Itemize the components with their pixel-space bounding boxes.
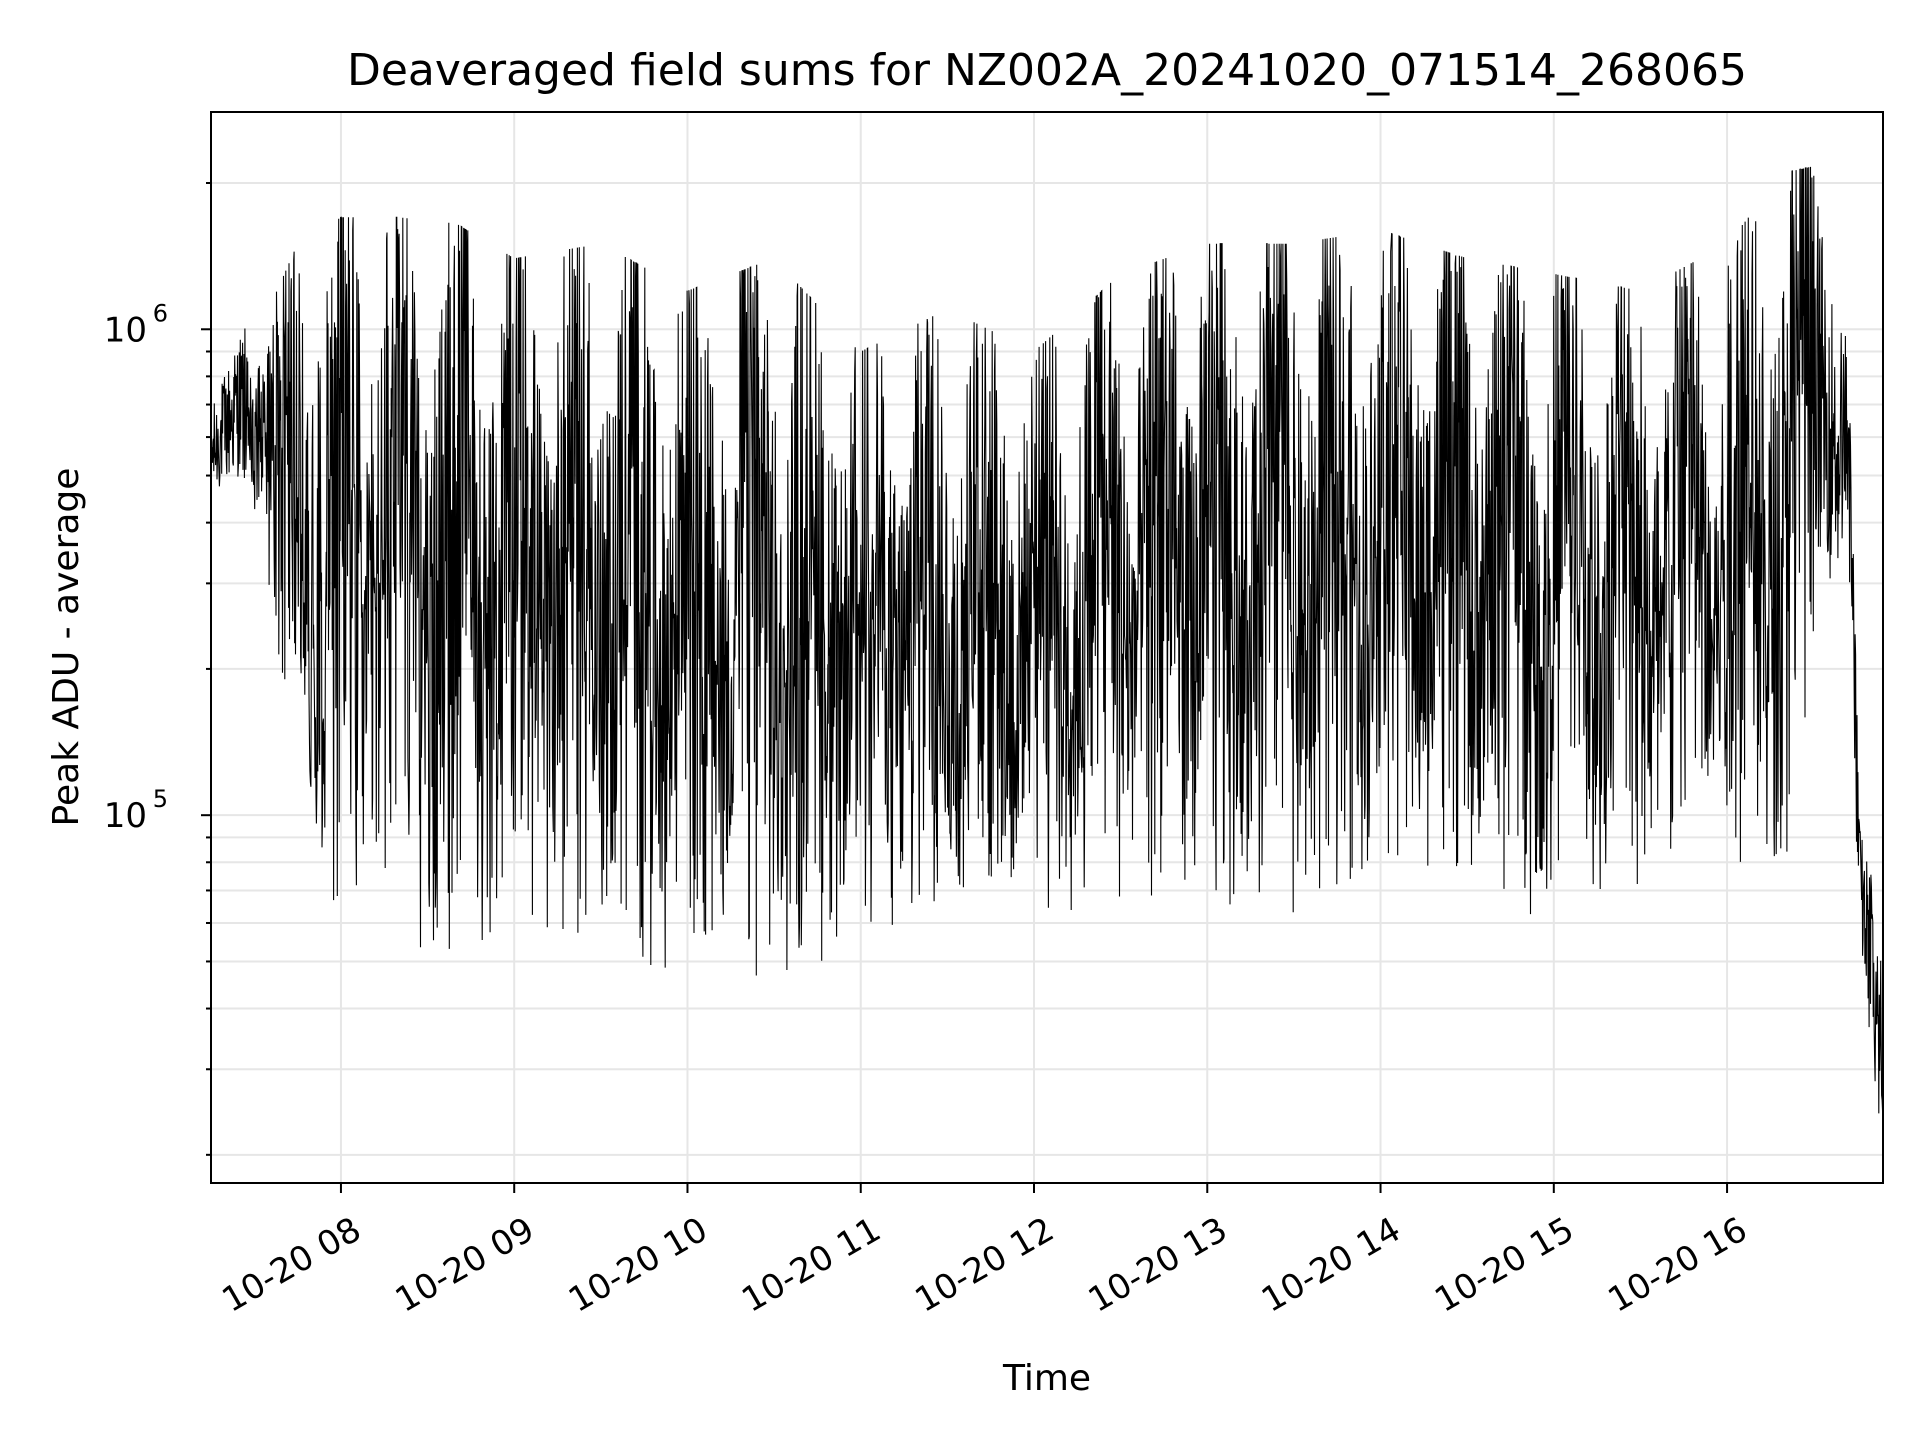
series-line-group — [210, 166, 1884, 1128]
x-tick-label: 10-20 08 — [215, 1210, 367, 1321]
y-tick-exponent: 5 — [153, 785, 168, 813]
x-axis: 10-20 08 10-20 09 10-20 10 10-20 11 10-20 12… — [215, 1183, 1754, 1321]
y-axis-label: Peak ADU - average — [46, 468, 87, 827]
x-tick-label: 10-20 09 — [389, 1210, 541, 1321]
x-tick-label: 10-20 11 — [735, 1210, 887, 1321]
series-line — [210, 166, 1884, 1128]
y-tick-label: 10 — [104, 796, 147, 836]
x-tick-label: 10-20 16 — [1602, 1210, 1754, 1321]
chart-title: Deaveraged field sums for NZ002A_2024102… — [347, 45, 1747, 96]
x-tick-label: 10-20 13 — [1082, 1210, 1234, 1321]
x-tick-label: 10-20 10 — [562, 1210, 714, 1321]
y-tick-exponent: 6 — [153, 299, 168, 327]
plot-frame — [210, 111, 1884, 1184]
y-tick-label: 10 — [104, 310, 147, 350]
x-tick-label: 10-20 15 — [1428, 1210, 1580, 1321]
x-tick-label: 10-20 14 — [1255, 1210, 1407, 1321]
x-tick-label: 10-20 12 — [909, 1210, 1061, 1321]
x-axis-label: Time — [1002, 1358, 1091, 1399]
